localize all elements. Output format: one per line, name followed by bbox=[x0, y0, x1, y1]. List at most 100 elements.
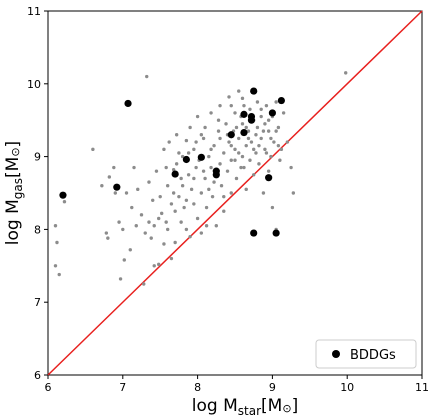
y-tick-label: 8 bbox=[34, 223, 41, 236]
galaxy-point bbox=[147, 220, 151, 224]
galaxy-point bbox=[192, 147, 196, 152]
galaxy-point bbox=[264, 103, 269, 108]
galaxy-point bbox=[218, 162, 222, 166]
galaxy-point bbox=[162, 242, 166, 246]
bddg-point bbox=[113, 183, 121, 191]
bddg-point bbox=[171, 170, 179, 178]
y-tick-label: 9 bbox=[34, 151, 41, 164]
galaxy-point bbox=[229, 103, 233, 108]
galaxy-point bbox=[233, 111, 237, 115]
bddg-point bbox=[212, 171, 220, 179]
galaxy-point bbox=[203, 176, 207, 181]
galaxy-point bbox=[157, 216, 161, 221]
bddg-point bbox=[59, 191, 67, 199]
x-axis-label: log Mstar[M⊙] bbox=[192, 396, 298, 418]
galaxy-point bbox=[194, 165, 198, 170]
x-tick-label: 10 bbox=[340, 381, 354, 394]
galaxy-point bbox=[147, 180, 151, 184]
galaxy-point bbox=[240, 154, 245, 159]
galaxy-point bbox=[57, 272, 61, 277]
galaxy-point bbox=[186, 151, 191, 155]
galaxy-point bbox=[281, 111, 286, 115]
galaxy-point bbox=[264, 151, 269, 155]
galaxy-point bbox=[233, 147, 237, 152]
galaxy-point bbox=[240, 122, 245, 126]
galaxy-point bbox=[246, 129, 251, 133]
galaxy-point bbox=[225, 169, 230, 173]
bddg-point bbox=[240, 110, 248, 118]
galaxy-point bbox=[222, 151, 226, 155]
galaxy-point bbox=[279, 147, 284, 152]
x-tick-label: 11 bbox=[415, 381, 429, 394]
galaxy-point bbox=[244, 187, 248, 192]
galaxy-point bbox=[192, 176, 196, 181]
galaxy-point bbox=[106, 236, 110, 240]
galaxy-point bbox=[214, 224, 218, 228]
galaxy-point bbox=[184, 138, 189, 143]
y-tick-label: 11 bbox=[27, 5, 41, 18]
galaxy-point bbox=[192, 202, 196, 206]
galaxy-point bbox=[224, 122, 228, 126]
galaxy-point bbox=[169, 202, 174, 206]
galaxy-point bbox=[266, 129, 271, 133]
bddg-point bbox=[250, 87, 258, 95]
galaxy-point bbox=[291, 191, 296, 195]
galaxy-point bbox=[62, 200, 67, 204]
galaxy-point bbox=[184, 227, 189, 232]
galaxy-point bbox=[270, 205, 275, 210]
galaxy-point bbox=[53, 264, 58, 268]
galaxy-point bbox=[149, 236, 153, 240]
galaxy-point bbox=[165, 227, 170, 232]
galaxy-point bbox=[244, 143, 248, 148]
galaxy-point bbox=[177, 194, 181, 199]
galaxy-point bbox=[209, 147, 213, 152]
galaxy-point bbox=[274, 129, 278, 133]
x-tick-label: 8 bbox=[194, 381, 201, 394]
galaxy-point bbox=[151, 198, 155, 202]
galaxy-point bbox=[130, 205, 134, 210]
galaxy-point bbox=[216, 129, 221, 133]
galaxy-point bbox=[254, 151, 258, 155]
galaxy-point bbox=[227, 140, 231, 144]
x-tick-label: 9 bbox=[269, 381, 276, 394]
galaxy-point bbox=[219, 184, 224, 188]
galaxy-point bbox=[259, 107, 263, 111]
bddg-point bbox=[265, 174, 273, 182]
galaxy-point bbox=[203, 125, 207, 130]
bddg-point bbox=[124, 99, 132, 108]
y-tick-label: 10 bbox=[27, 78, 41, 91]
galaxy-point bbox=[152, 224, 156, 228]
galaxy-point bbox=[222, 209, 226, 213]
galaxy-point bbox=[158, 194, 162, 199]
galaxy-point bbox=[53, 224, 58, 228]
bddg-point bbox=[247, 116, 256, 124]
galaxy-point bbox=[179, 176, 183, 181]
galaxy-point bbox=[194, 140, 198, 144]
galaxy-point bbox=[91, 147, 95, 152]
galaxy-point bbox=[269, 154, 273, 159]
galaxy-point bbox=[174, 133, 179, 137]
galaxy-point bbox=[255, 125, 260, 130]
galaxy-point bbox=[179, 220, 183, 224]
galaxy-point bbox=[173, 209, 177, 213]
galaxy-point bbox=[252, 173, 256, 177]
galaxy-point bbox=[244, 125, 248, 130]
galaxy-point bbox=[184, 198, 189, 202]
galaxy-point bbox=[122, 258, 126, 262]
bddg-point bbox=[277, 96, 285, 105]
galaxy-point bbox=[169, 256, 174, 261]
galaxy-point bbox=[229, 158, 233, 162]
y-tick-label: 6 bbox=[34, 369, 41, 382]
galaxy-point bbox=[218, 136, 222, 141]
galaxy-point bbox=[212, 180, 216, 184]
galaxy-point bbox=[237, 89, 241, 93]
galaxy-point bbox=[248, 158, 252, 162]
galaxy-point bbox=[121, 227, 125, 232]
y-tick-label: 7 bbox=[34, 296, 41, 309]
galaxy-point bbox=[266, 169, 271, 173]
galaxy-point bbox=[261, 191, 266, 195]
bddg-point bbox=[250, 229, 258, 237]
galaxy-point bbox=[139, 213, 144, 217]
galaxy-point bbox=[261, 129, 266, 133]
galaxy-point bbox=[259, 114, 263, 119]
